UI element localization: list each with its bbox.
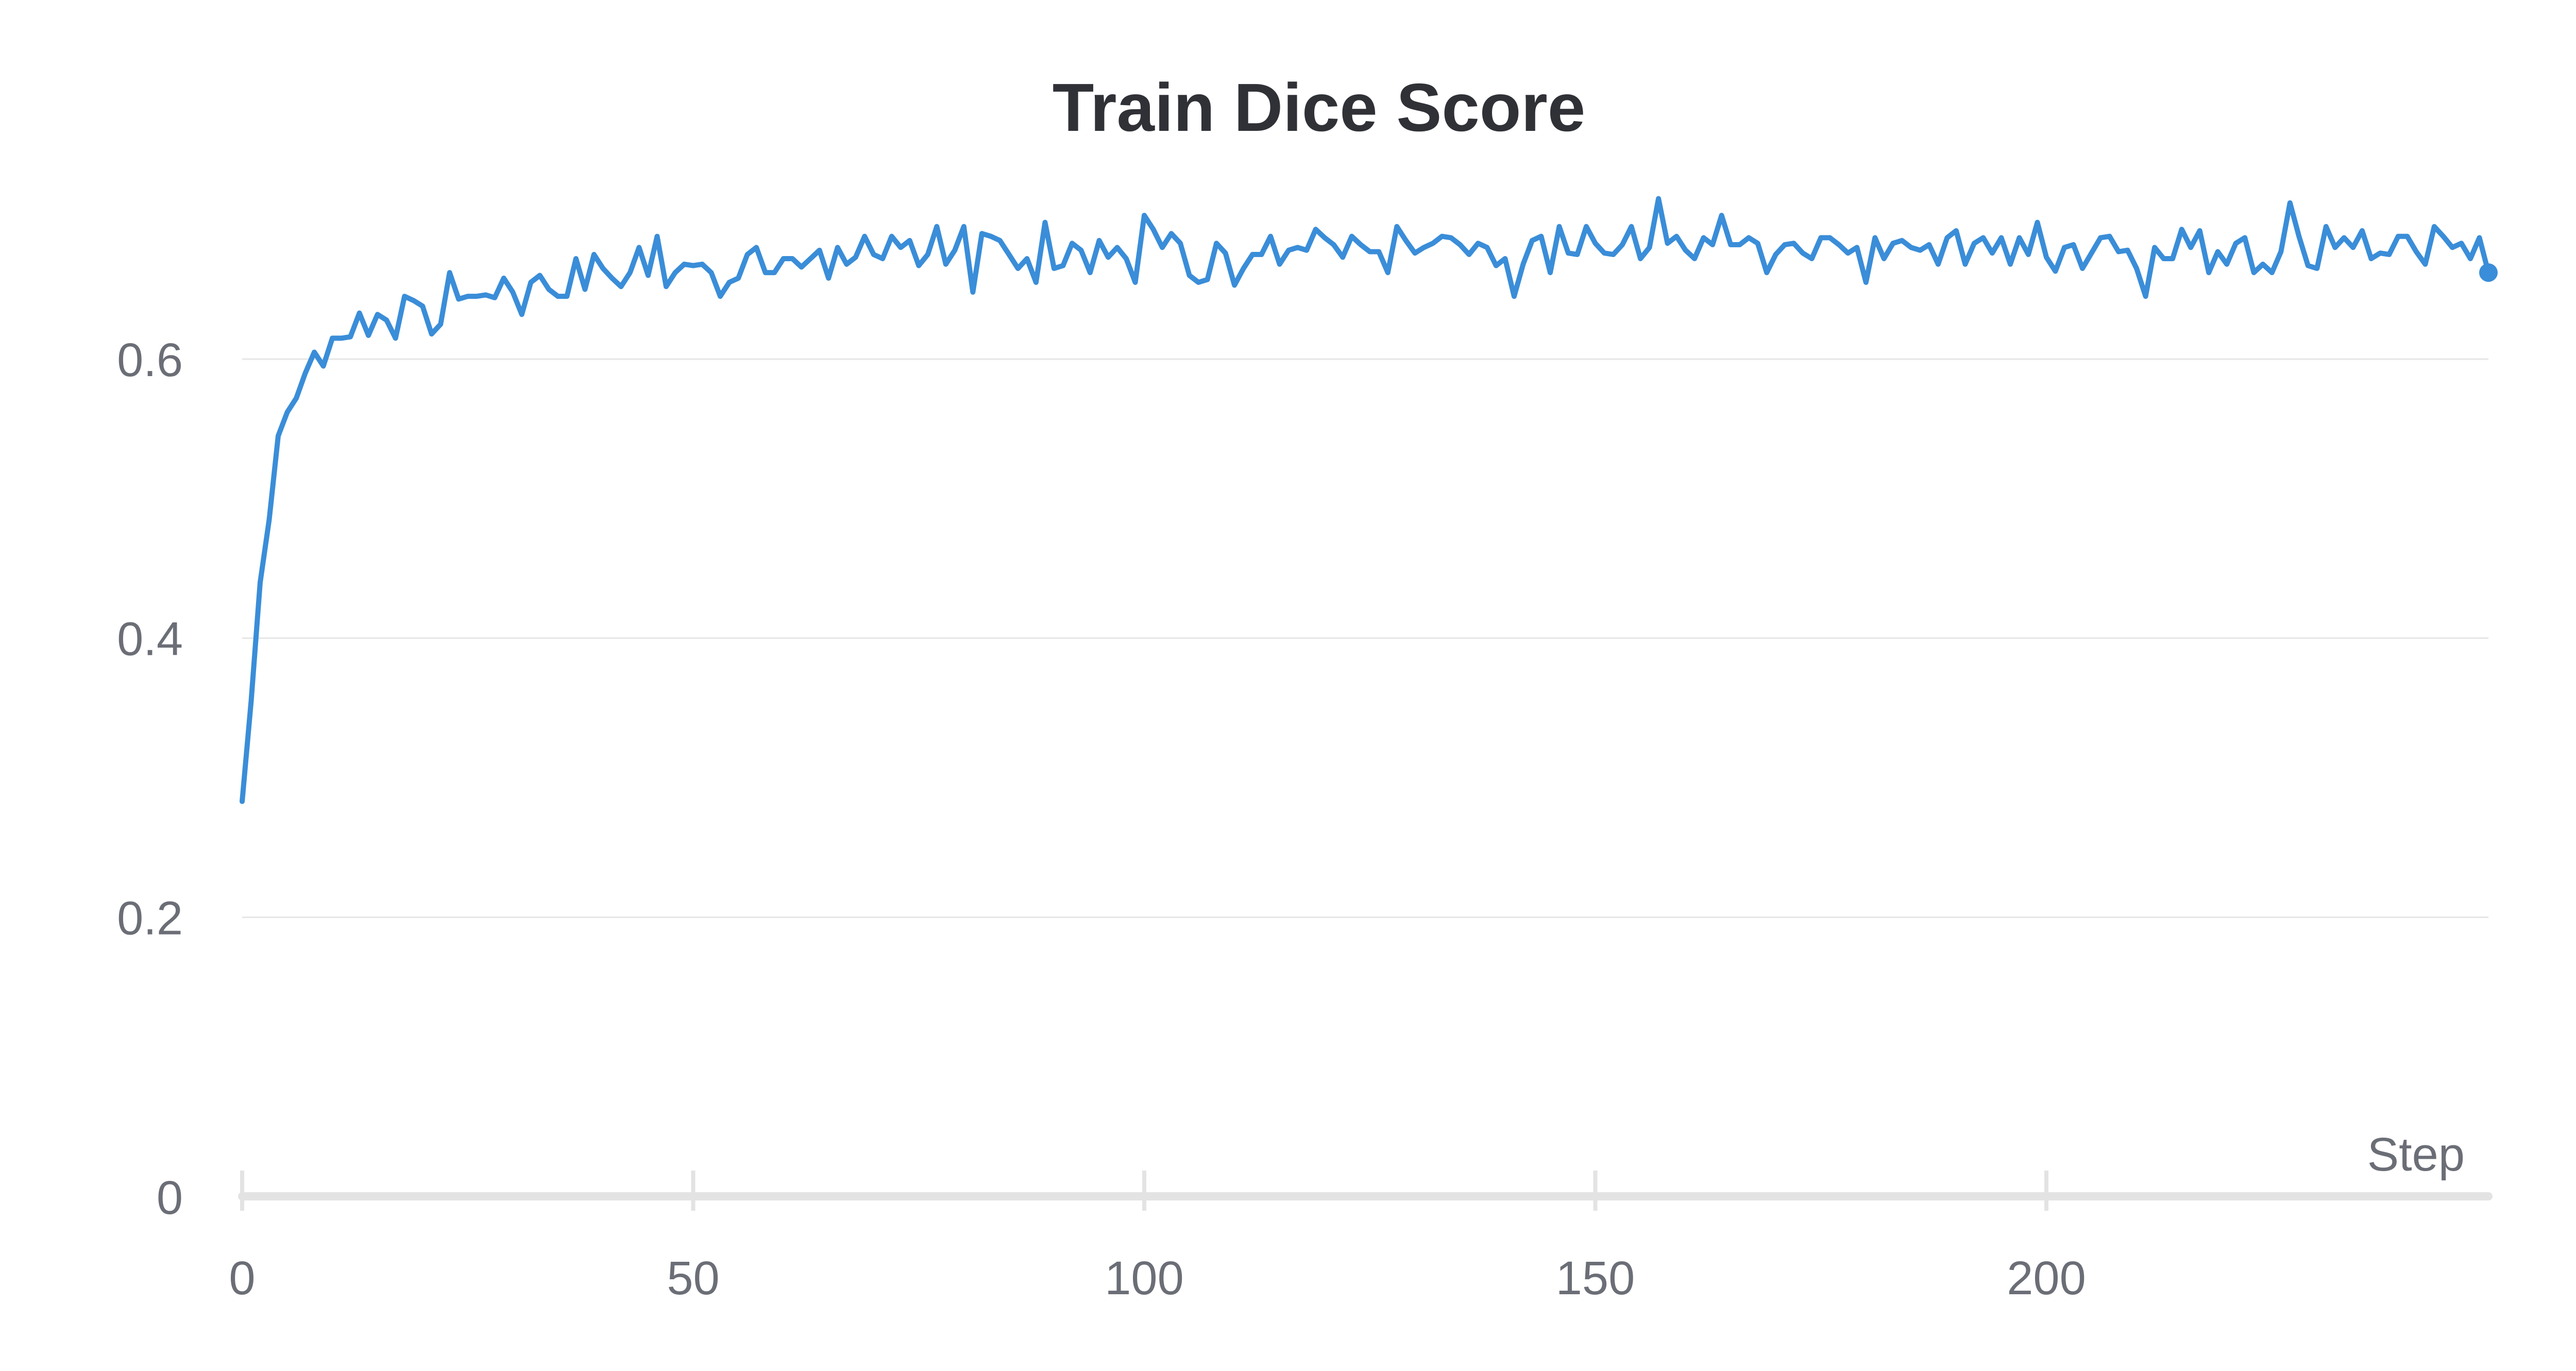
- chart-title: Train Dice Score: [1053, 70, 1585, 145]
- series-endpoint-marker: [2479, 263, 2498, 282]
- y-tick-label: 0: [157, 1172, 183, 1224]
- series-line: [240, 196, 2491, 804]
- x-tick-label: 100: [1105, 1252, 1184, 1305]
- y-tick-label: 0.6: [117, 334, 183, 386]
- x-tick-label: 150: [1556, 1252, 1635, 1305]
- x-tick-label: 0: [229, 1252, 255, 1305]
- x-tick-label: 200: [2007, 1252, 2086, 1305]
- y-axis-ticks: 0 0.2 0.4 0.6: [117, 334, 183, 1224]
- y-tick-label: 0.4: [117, 613, 183, 666]
- series-layer: [240, 196, 2498, 804]
- x-tick-label: 50: [667, 1252, 719, 1305]
- y-tick-label: 0.2: [117, 892, 183, 944]
- x-axis-label: Step: [2367, 1128, 2465, 1181]
- x-axis-ticks: 0 50 100 150 200: [229, 1171, 2086, 1305]
- gridlines: [242, 358, 2488, 918]
